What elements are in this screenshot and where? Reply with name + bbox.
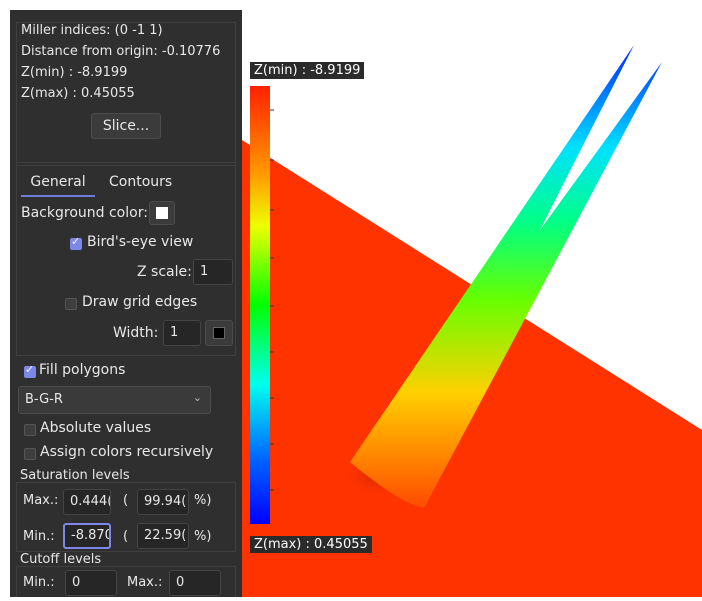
background-color-label: Background color: [21, 205, 148, 221]
saturation-min-input[interactable]: -8.870 [63, 523, 111, 549]
assign-recursive-label: Assign colors recursively [40, 444, 214, 460]
saturation-min-paren: ( [123, 529, 129, 544]
miller-indices-text: Miller indices: (0 -1 1) [21, 23, 163, 38]
width-input[interactable]: 1 [163, 320, 201, 346]
cutoff-min-input[interactable]: 0 [65, 570, 117, 596]
cutoff-group: Min.: 0 Max.: 0 [16, 566, 236, 597]
saturation-max-input[interactable]: 0.444( [63, 489, 111, 515]
saturation-max-paren: ( [123, 493, 129, 508]
z-scale-input[interactable]: 1 [193, 259, 233, 285]
surface-plot [242, 45, 702, 597]
fill-polygons-checkbox[interactable] [24, 363, 36, 378]
general-panel: General Contours Background color: Bird'… [16, 162, 236, 356]
draw-grid-label: Draw grid edges [82, 294, 198, 310]
background-color-swatch [156, 207, 168, 219]
tab-contours[interactable]: Contours [109, 174, 173, 190]
color-map-select[interactable]: B-G-R ⌄ [18, 386, 211, 414]
saturation-max-label: Max.: [23, 493, 59, 508]
colorbar-ticks [270, 109, 274, 491]
width-label: Width: [113, 325, 159, 341]
birds-eye-label: Bird's-eye view [87, 234, 194, 250]
surface-spike [350, 45, 662, 508]
cutoff-title: Cutoff levels [20, 552, 102, 567]
saturation-group: Max.: 0.444( ( 99.94( %) Min.: -8.870 ( … [16, 482, 236, 552]
saturation-max-percent-suffix: %) [194, 493, 212, 508]
cutoff-min-label: Min.: [23, 575, 55, 590]
settings-sidebar: Miller indices: (0 -1 1) Distance from o… [10, 10, 242, 597]
cutoff-max-input[interactable]: 0 [169, 570, 221, 596]
absolute-values-checkbox[interactable] [24, 424, 36, 436]
assign-recursive-checkbox[interactable] [24, 448, 36, 460]
zmin-text: Z(min) : -8.9199 [21, 65, 128, 80]
background-color-button[interactable] [149, 201, 175, 225]
grid-color-button[interactable] [205, 320, 233, 346]
slice-button[interactable]: Slice... [91, 113, 161, 139]
colorbar-top-label: Z(min) : -8.9199 [250, 62, 365, 79]
plot-view[interactable]: Z(min) : -8.9199 Z(max) : 0.45055 [242, 0, 702, 597]
zmax-text: Z(max) : 0.45055 [21, 86, 135, 101]
cutoff-max-label: Max.: [127, 575, 163, 590]
saturation-min-percent-input[interactable]: 22.59( [137, 523, 189, 549]
tab-general[interactable]: General [21, 169, 95, 197]
saturation-title: Saturation levels [20, 468, 130, 483]
distance-text: Distance from origin: -0.10776 [21, 44, 221, 59]
saturation-min-label: Min.: [23, 529, 55, 544]
absolute-values-label: Absolute values [40, 420, 152, 436]
saturation-min-percent-suffix: %) [194, 529, 212, 544]
slice-info-panel: Miller indices: (0 -1 1) Distance from o… [16, 22, 236, 166]
fill-polygons-label: Fill polygons [39, 362, 126, 378]
saturation-max-percent-input[interactable]: 99.94( [137, 489, 189, 515]
colorbar [250, 86, 270, 524]
draw-grid-checkbox[interactable] [65, 298, 77, 310]
colorbar-bottom-label: Z(max) : 0.45055 [250, 536, 372, 553]
grid-color-swatch [213, 327, 225, 339]
birds-eye-checkbox[interactable] [70, 235, 82, 250]
color-map-value: B-G-R [25, 392, 63, 407]
chevron-down-icon: ⌄ [192, 391, 202, 404]
z-scale-label: Z scale: [137, 264, 192, 280]
